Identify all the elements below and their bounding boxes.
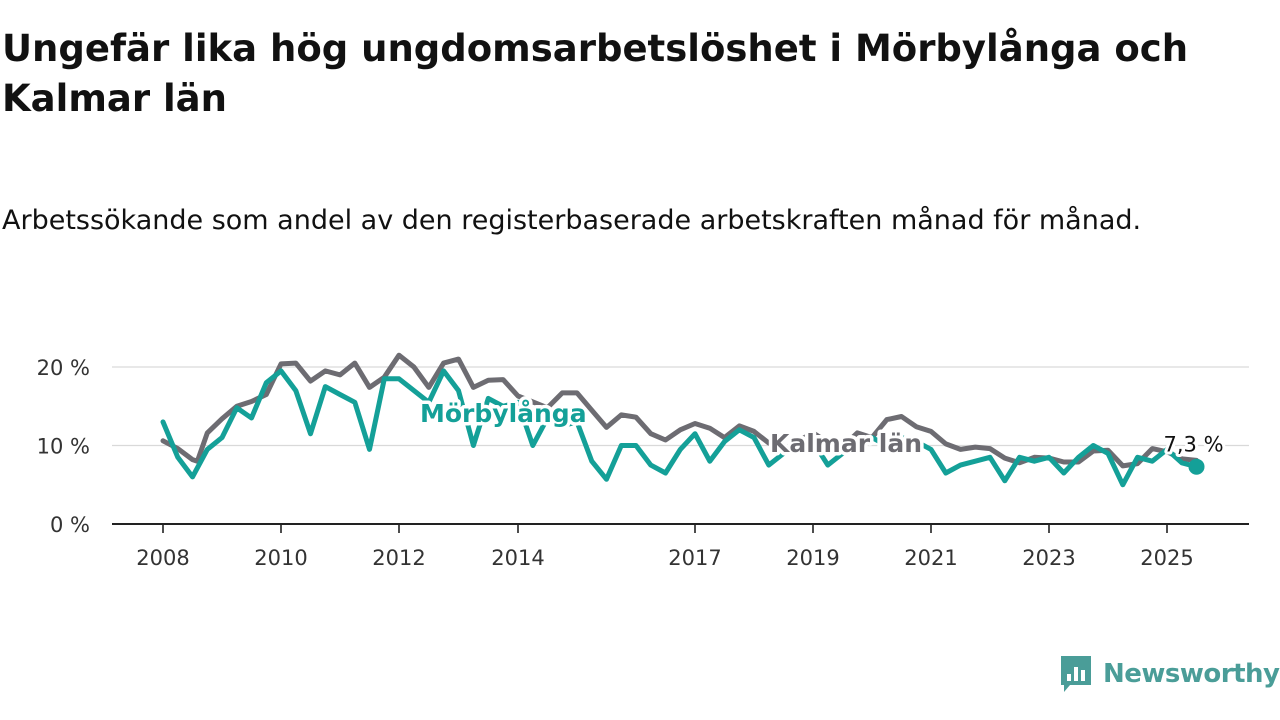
chart-title: Ungefär lika hög ungdomsarbetslöshet i M… <box>2 27 1189 120</box>
series-label-morbylanga: Mörbylånga <box>420 399 587 428</box>
brand-name: Newsworthy <box>1103 659 1280 689</box>
brand-logo: Newsworthy <box>1059 654 1280 694</box>
x-tick-label: 2021 <box>904 546 957 570</box>
y-tick-label: 0 % <box>50 513 90 537</box>
x-tick-label: 2014 <box>491 546 544 570</box>
x-tick-label: 2008 <box>136 546 189 570</box>
newsworthy-logo-icon <box>1061 656 1091 692</box>
chart-subtitle: Arbetssökande som andel av den registerb… <box>2 205 1142 236</box>
y-tick-label: 20 % <box>37 356 90 380</box>
series-line-1 <box>160 368 1199 488</box>
x-tick-label: 2019 <box>786 546 839 570</box>
x-tick-label: 2010 <box>254 546 307 570</box>
x-tick-label: 2012 <box>372 546 425 570</box>
y-tick-label: 10 % <box>37 435 90 459</box>
x-tick-label: 2023 <box>1022 546 1075 570</box>
last-value-dot <box>1188 458 1205 475</box>
last-value-label: 7,3 % <box>1164 433 1224 457</box>
series-label-kalmar: Kalmar län <box>770 429 922 458</box>
x-tick-label: 2025 <box>1140 546 1193 570</box>
x-tick-label: 2017 <box>668 546 721 570</box>
